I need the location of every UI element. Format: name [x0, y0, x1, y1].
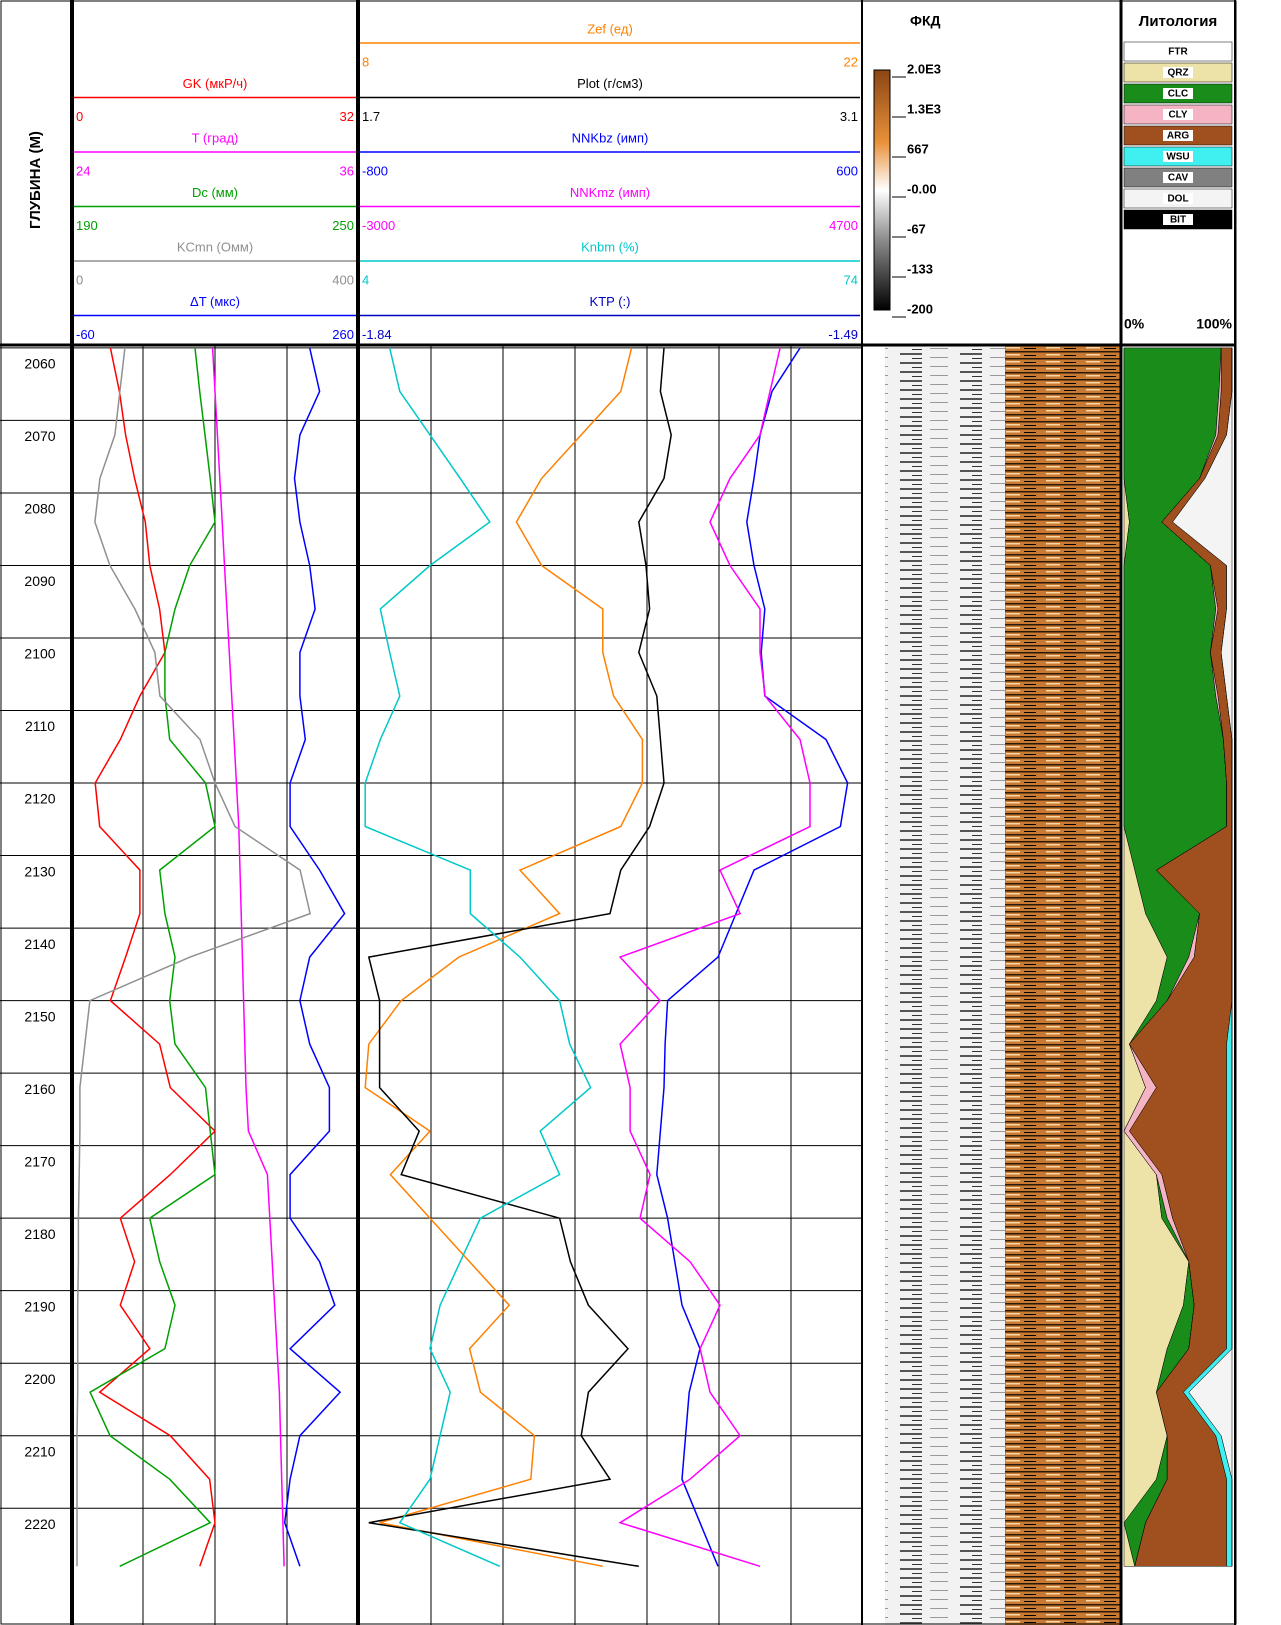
- curve-name: Knbm (%): [581, 239, 639, 254]
- lithology-legend-label: CLY: [1168, 110, 1187, 121]
- colorbar-label: -67: [907, 221, 926, 236]
- lithology-legend-label: DOL: [1167, 194, 1188, 205]
- well-log: ГЛУБИНА (М) ФКД Литология 2060 2070 2080 20…: [0, 0, 1281, 1625]
- curve-min: 8: [362, 54, 369, 69]
- curve-min: -1.84: [362, 327, 392, 342]
- curve-name: KCmn (Омм): [177, 239, 253, 254]
- curve-max: 36: [340, 163, 354, 178]
- curve-name: KTP (:): [590, 294, 631, 309]
- depth-tick-label: 2090: [24, 573, 55, 589]
- lithology-axis-label: 100%: [1196, 316, 1232, 332]
- lithology-legend-label: CLC: [1168, 89, 1189, 100]
- curve-min: -60: [76, 327, 95, 342]
- curve-min: 4: [362, 272, 369, 287]
- curve-min: 1.7: [362, 109, 380, 124]
- depth-tick-label: 2210: [24, 1443, 55, 1459]
- lithology-title: Литология: [1139, 13, 1217, 30]
- lithology-legend-label: ARG: [1167, 131, 1189, 142]
- curve-max: 260: [332, 327, 354, 342]
- curve-name: Plot (г/см3): [577, 76, 643, 91]
- colorbar-label: -200: [907, 301, 933, 316]
- curve-max: 74: [844, 272, 858, 287]
- curve-max: 600: [836, 163, 858, 178]
- fkd-image-right: [1005, 345, 1120, 1625]
- curve-min: 0: [76, 109, 83, 124]
- depth-tick-label: 2100: [24, 646, 55, 662]
- curve-max: 32: [340, 109, 354, 124]
- depth-tick-label: 2130: [24, 863, 55, 879]
- depth-tick-label: 2190: [24, 1298, 55, 1314]
- curve-max: 4700: [829, 218, 858, 233]
- curve-name: NNKmz (имп): [570, 185, 650, 200]
- depth-tick-label: 2060: [24, 356, 55, 372]
- lithology-legend-label: WSU: [1166, 152, 1189, 163]
- curve-name: NNKbz (имп): [572, 130, 649, 145]
- colorbar-label: 1.3E3: [907, 101, 941, 116]
- curve-name: GK (мкР/ч): [183, 76, 248, 91]
- depth-tick-label: 2080: [24, 501, 55, 517]
- depth-tick-label: 2140: [24, 936, 55, 952]
- curve-max: -1.49: [828, 327, 858, 342]
- curve-name: T (град): [192, 130, 239, 145]
- colorbar-label: -133: [907, 261, 933, 276]
- curve-name: Zef (ед): [587, 21, 633, 36]
- colorbar-label: -0.00: [907, 181, 937, 196]
- curve-min: 0: [76, 272, 83, 287]
- lithology-legend-label: FTR: [1168, 47, 1188, 58]
- fkd-image-left: [885, 345, 1005, 1625]
- lithology-axis-label: 0%: [1124, 316, 1145, 332]
- depth-tick-label: 2120: [24, 791, 55, 807]
- curve-min: 24: [76, 163, 90, 178]
- lithology-legend-label: BIT: [1170, 215, 1186, 226]
- fkd-colorbar: [874, 70, 890, 310]
- depth-tick-label: 2070: [24, 428, 55, 444]
- colorbar-label: 667: [907, 141, 929, 156]
- depth-tick-label: 2200: [24, 1371, 55, 1387]
- depth-tick-label: 2170: [24, 1153, 55, 1169]
- depth-tick-label: 2220: [24, 1516, 55, 1532]
- curve-max: 250: [332, 218, 354, 233]
- depth-tick-label: 2150: [24, 1008, 55, 1024]
- fkd-title: ФКД: [910, 13, 940, 29]
- lithology-legend-label: CAV: [1168, 173, 1189, 184]
- depth-tick-label: 2180: [24, 1226, 55, 1242]
- curve-min: -3000: [362, 218, 395, 233]
- lithology-legend-label: QRZ: [1167, 68, 1188, 79]
- curve-name: Dc (мм): [192, 185, 238, 200]
- depth-tick-label: 2110: [25, 718, 55, 734]
- curve-max: 22: [844, 54, 858, 69]
- curve-max: 3.1: [840, 109, 858, 124]
- curve-name: ΔT (мкс): [190, 294, 240, 309]
- curve-min: 190: [76, 218, 98, 233]
- colorbar-label: 2.0E3: [907, 61, 941, 76]
- curve-min: -800: [362, 163, 388, 178]
- curve-max: 400: [332, 272, 354, 287]
- depth-tick-label: 2160: [24, 1081, 55, 1097]
- depth-axis-label: ГЛУБИНА (М): [27, 131, 44, 229]
